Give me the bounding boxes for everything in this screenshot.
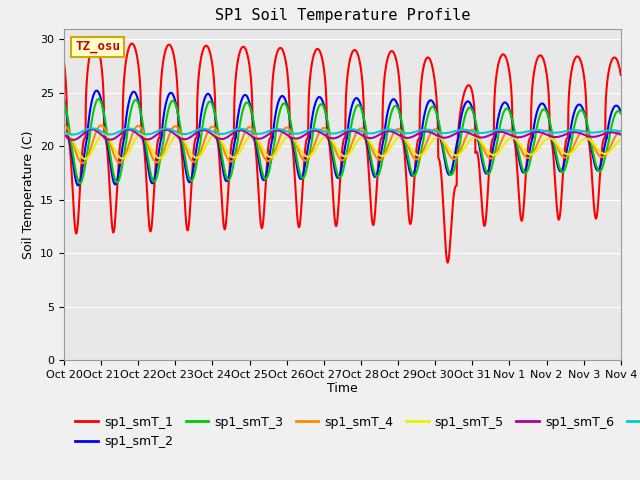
- sp1_smT_5: [407, 144, 415, 150]
- sp1_smT_4: [406, 149, 414, 155]
- Line: sp1_smT_2: sp1_smT_2: [64, 91, 621, 185]
- sp1_smT_4: [79, 160, 86, 166]
- Line: sp1_smT_4: sp1_smT_4: [64, 125, 621, 163]
- sp1_smT_1: [617, 72, 625, 78]
- Legend: sp1_smT_1, sp1_smT_2, sp1_smT_3, sp1_smT_4, sp1_smT_5, sp1_smT_6, sp1_smT_7: sp1_smT_1, sp1_smT_2, sp1_smT_3, sp1_smT…: [70, 411, 640, 453]
- sp1_smT_7: [617, 129, 625, 134]
- sp1_smT_1: [91, 40, 99, 46]
- sp1_smT_1: [397, 105, 404, 111]
- sp1_smT_3: [617, 110, 625, 116]
- sp1_smT_3: [76, 180, 84, 186]
- sp1_smT_6: [216, 136, 223, 142]
- sp1_smT_2: [407, 171, 415, 177]
- sp1_smT_6: [397, 133, 404, 139]
- sp1_smT_5: [81, 156, 89, 162]
- sp1_smT_2: [617, 109, 625, 115]
- sp1_smT_2: [564, 140, 572, 146]
- Line: sp1_smT_1: sp1_smT_1: [64, 43, 621, 263]
- sp1_smT_6: [60, 132, 68, 137]
- sp1_smT_6: [180, 136, 188, 142]
- sp1_smT_5: [180, 137, 188, 143]
- sp1_smT_4: [617, 129, 625, 134]
- sp1_smT_1: [564, 113, 572, 119]
- sp1_smT_3: [397, 115, 404, 121]
- sp1_smT_5: [60, 132, 68, 138]
- sp1_smT_6: [70, 137, 77, 143]
- sp1_smT_3: [60, 99, 68, 105]
- sp1_smT_3: [564, 154, 572, 160]
- sp1_smT_4: [564, 153, 572, 159]
- sp1_smT_7: [60, 129, 68, 134]
- sp1_smT_5: [216, 135, 223, 141]
- Line: sp1_smT_5: sp1_smT_5: [64, 133, 621, 159]
- sp1_smT_3: [407, 167, 415, 172]
- sp1_smT_6: [564, 131, 572, 136]
- sp1_smT_2: [180, 153, 188, 158]
- Line: sp1_smT_6: sp1_smT_6: [64, 130, 621, 140]
- sp1_smT_4: [216, 135, 223, 141]
- sp1_smT_7: [564, 128, 572, 133]
- sp1_smT_4: [60, 122, 68, 128]
- sp1_smT_3: [617, 110, 625, 116]
- Y-axis label: Soil Temperature (C): Soil Temperature (C): [22, 130, 35, 259]
- sp1_smT_3: [95, 96, 102, 102]
- sp1_smT_7: [397, 130, 404, 135]
- sp1_smT_4: [397, 128, 404, 133]
- sp1_smT_7: [216, 131, 223, 137]
- sp1_smT_2: [617, 108, 625, 114]
- sp1_smT_6: [88, 127, 96, 132]
- sp1_smT_6: [617, 132, 625, 137]
- sp1_smT_1: [617, 71, 625, 77]
- sp1_smT_2: [93, 88, 100, 94]
- Line: sp1_smT_3: sp1_smT_3: [64, 99, 621, 183]
- sp1_smT_3: [216, 141, 223, 146]
- sp1_smT_1: [60, 60, 68, 65]
- sp1_smT_7: [70, 132, 77, 137]
- Line: sp1_smT_7: sp1_smT_7: [64, 128, 621, 134]
- sp1_smT_5: [617, 137, 625, 143]
- sp1_smT_5: [564, 151, 572, 157]
- sp1_smT_1: [406, 221, 414, 227]
- sp1_smT_2: [216, 146, 223, 152]
- sp1_smT_7: [407, 130, 415, 136]
- sp1_smT_5: [63, 131, 70, 136]
- sp1_smT_6: [617, 132, 625, 137]
- Text: TZ_osu: TZ_osu: [75, 40, 120, 53]
- sp1_smT_5: [617, 137, 625, 143]
- Title: SP1 Soil Temperature Profile: SP1 Soil Temperature Profile: [214, 9, 470, 24]
- sp1_smT_1: [180, 176, 188, 181]
- sp1_smT_2: [397, 117, 404, 122]
- sp1_smT_6: [407, 134, 415, 140]
- sp1_smT_4: [180, 138, 188, 144]
- sp1_smT_7: [88, 125, 96, 131]
- sp1_smT_2: [74, 182, 82, 188]
- sp1_smT_5: [397, 134, 404, 140]
- X-axis label: Time: Time: [327, 383, 358, 396]
- sp1_smT_7: [180, 131, 188, 137]
- sp1_smT_4: [617, 129, 625, 134]
- sp1_smT_1: [216, 160, 223, 166]
- sp1_smT_1: [444, 260, 451, 265]
- sp1_smT_3: [180, 146, 188, 152]
- sp1_smT_7: [617, 129, 625, 134]
- sp1_smT_2: [60, 96, 68, 102]
